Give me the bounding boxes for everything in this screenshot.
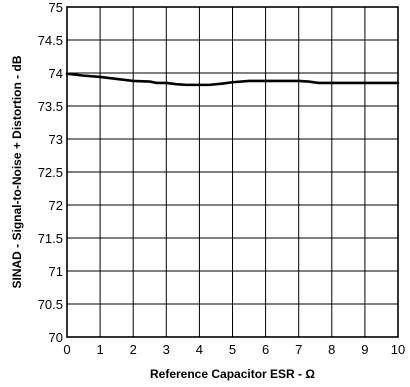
- x-tick-label: 9: [361, 342, 368, 357]
- y-tick-label: 75: [49, 0, 63, 15]
- x-tick-label: 3: [163, 342, 170, 357]
- x-tick-label: 2: [130, 342, 137, 357]
- x-tick-label: 10: [391, 342, 405, 357]
- x-tick-label: 0: [63, 342, 70, 357]
- y-tick-label: 74: [49, 66, 63, 81]
- y-tick-label: 70.5: [38, 297, 63, 312]
- y-tick-label: 73.5: [38, 99, 63, 114]
- plot-frame: [66, 6, 399, 338]
- x-tick-label: 6: [262, 342, 269, 357]
- x-tick-label: 1: [96, 342, 103, 357]
- y-axis-title: SINAD - Signal-to-Noise + Distortion - d…: [10, 55, 24, 288]
- y-tick-label: 71: [49, 264, 63, 279]
- y-tick-label: 70: [49, 330, 63, 345]
- y-tick-label: 71.5: [38, 231, 63, 246]
- x-axis-title: Reference Capacitor ESR - Ω: [150, 367, 315, 381]
- x-tick-label: 4: [196, 342, 203, 357]
- grid-lines: [66, 6, 399, 338]
- x-tick-label: 8: [328, 342, 335, 357]
- x-tick-label: 5: [229, 342, 236, 357]
- y-tick-label: 73: [49, 132, 63, 147]
- x-tick-label: 7: [295, 342, 302, 357]
- y-tick-label: 72.5: [38, 165, 63, 180]
- series-line: [65, 72, 400, 87]
- y-tick-label: 74.5: [38, 33, 63, 48]
- y-tick-label: 72: [49, 198, 63, 213]
- tick-labels: 0 1 2 3 4 5 6 7 8 9 10 70 70.5 71 71.5 72 72.5 73 73.5 74 74…: [38, 0, 406, 357]
